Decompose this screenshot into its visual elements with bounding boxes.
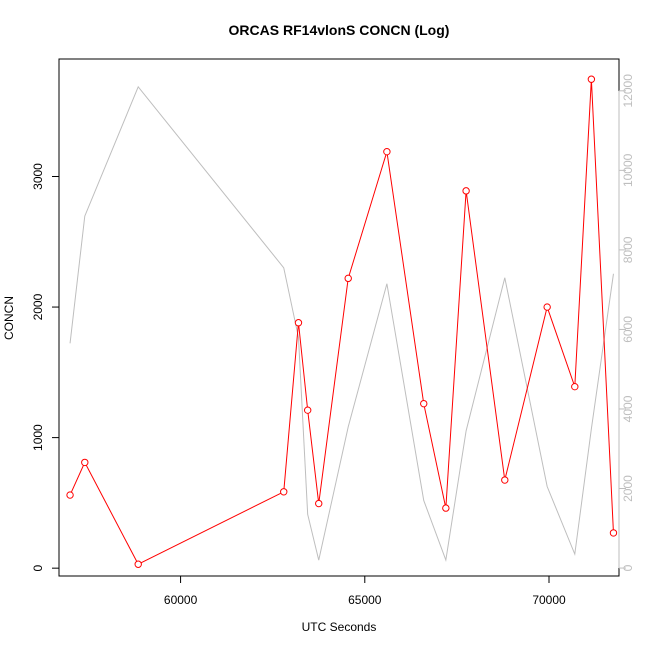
left-y-tick-label: 2000 [31,293,45,320]
plot-frame [58,58,620,577]
series-right-line [69,85,614,563]
x-tick-label: 70000 [532,593,566,607]
left-y-tick-label: 0 [31,565,45,572]
data-point [81,458,89,467]
y-axis-label: CONCN [2,296,16,340]
data-point [609,529,618,537]
data-point [66,491,74,499]
data-point [462,187,470,195]
left-y-tick-label: 3000 [31,163,45,190]
right-y-tick-label: 0 [621,564,635,571]
data-point [344,274,352,283]
right-y-axis: 0 2000 4000 6000 8000 10000 12000 [618,74,635,571]
data-point [543,303,551,311]
left-y-tick-label: 1000 [31,424,45,451]
right-y-tick-label: 2000 [621,475,635,502]
data-point [420,399,428,408]
chart-title: ORCAS RF14vlonS CONCN (Log) [229,22,450,38]
x-tick-label: 60000 [164,593,198,607]
right-y-tick-label: 8000 [621,236,635,263]
right-y-tick-label: 12000 [621,74,635,108]
right-y-tick-label: 4000 [621,395,635,422]
data-point [501,476,509,484]
x-tick-label: 65000 [348,593,382,607]
data-point [587,75,596,83]
right-y-tick-label: 10000 [621,153,635,187]
data-point [280,488,288,496]
series-left-line [69,79,614,565]
right-y-tick-label: 6000 [621,316,635,343]
data-point [134,560,142,568]
left-y-axis: 0 1000 2000 3000 [31,163,60,572]
x-axis-label: UTC Seconds [302,620,377,634]
data-point [383,147,391,156]
data-point [442,504,450,512]
data-point [571,382,579,391]
x-axis: 60000 65000 70000 [164,575,566,607]
series-layer [66,75,618,568]
data-point [315,499,323,508]
data-point [294,319,303,327]
data-point [303,406,312,414]
